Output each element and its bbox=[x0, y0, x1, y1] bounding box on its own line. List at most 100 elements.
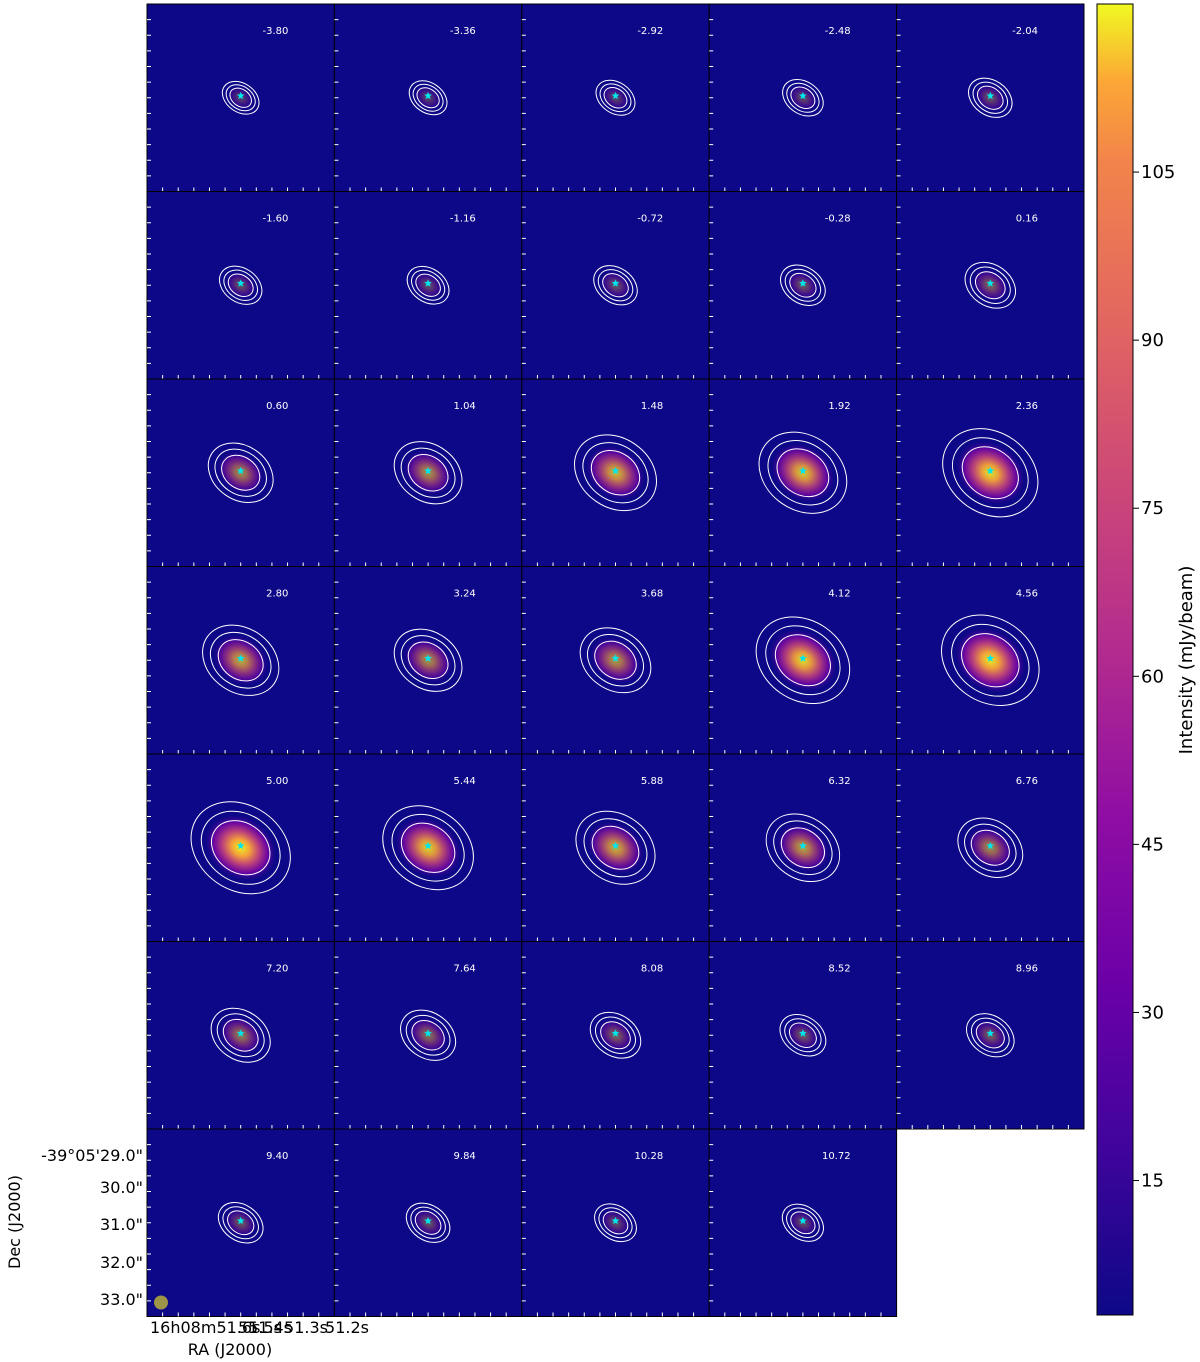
contour bbox=[595, 79, 636, 116]
contour bbox=[594, 640, 637, 680]
velocity-label: 3.24 bbox=[454, 589, 476, 600]
channel-panel: 1.04 bbox=[333, 378, 523, 567]
contour bbox=[961, 633, 1020, 688]
contour bbox=[207, 442, 274, 503]
channel-panel: 8.96 bbox=[896, 941, 1085, 1130]
star-marker bbox=[986, 841, 995, 850]
star-marker bbox=[799, 1029, 807, 1037]
channel-panel: 10.72 bbox=[708, 1128, 898, 1317]
contour bbox=[211, 820, 271, 876]
contour bbox=[788, 1022, 817, 1048]
star-marker bbox=[424, 279, 432, 287]
velocity-label: 4.12 bbox=[828, 589, 850, 600]
star-marker bbox=[799, 1216, 807, 1225]
y-tick-label: 32.0" bbox=[100, 1253, 143, 1272]
contour bbox=[974, 271, 1006, 300]
contour bbox=[957, 817, 1024, 878]
channel-panel: -1.60 bbox=[146, 191, 335, 380]
contour bbox=[966, 1013, 1015, 1058]
contour bbox=[416, 87, 440, 109]
velocity-label: 3.68 bbox=[641, 589, 663, 600]
channel-panel: -3.36 bbox=[333, 3, 523, 192]
contour bbox=[968, 77, 1013, 118]
colorbar-tick-label: 45 bbox=[1141, 834, 1164, 855]
channel-panel: -0.72 bbox=[521, 191, 710, 380]
contour bbox=[784, 268, 822, 302]
star-marker bbox=[799, 841, 807, 850]
contour bbox=[594, 1203, 637, 1243]
contour bbox=[414, 1210, 442, 1235]
contour bbox=[951, 623, 1030, 697]
star-marker bbox=[611, 466, 620, 475]
velocity-label: 9.84 bbox=[454, 1151, 476, 1162]
y-tick-label: 31.0" bbox=[100, 1215, 143, 1234]
y-axis-title: Dec (J2000) bbox=[5, 1175, 24, 1269]
velocity-label: 7.64 bbox=[454, 964, 476, 975]
contour bbox=[229, 87, 252, 108]
contour bbox=[400, 447, 456, 498]
contour bbox=[582, 442, 649, 504]
star-marker bbox=[799, 279, 807, 287]
velocity-label: 1.92 bbox=[828, 401, 850, 412]
contour bbox=[214, 448, 267, 497]
star-marker bbox=[986, 654, 995, 662]
channel-panel: 7.20 bbox=[146, 941, 335, 1130]
y-tick-label: 30.0" bbox=[100, 1178, 143, 1197]
contour bbox=[217, 1202, 264, 1244]
contour bbox=[223, 269, 259, 301]
star-marker bbox=[236, 91, 245, 100]
contour bbox=[776, 448, 830, 498]
star-marker bbox=[799, 91, 807, 100]
channel-panel: 10.28 bbox=[521, 1128, 710, 1317]
contour bbox=[779, 1013, 827, 1057]
star-marker bbox=[236, 466, 245, 475]
contour bbox=[602, 273, 629, 298]
contour bbox=[209, 631, 272, 689]
contour bbox=[975, 1022, 1005, 1049]
channel-panel: 6.76 bbox=[896, 753, 1085, 942]
star-marker bbox=[424, 466, 432, 475]
x-tick-label: 51.4s bbox=[248, 1318, 292, 1337]
contour bbox=[602, 1211, 629, 1235]
velocity-label: -1.60 bbox=[263, 214, 289, 225]
channel-panel: 1.92 bbox=[708, 378, 898, 567]
contour bbox=[593, 265, 638, 306]
x-axis: 16h08m51.6s 51.5s 51.4s 51.3s 51.2s RA (… bbox=[150, 1318, 369, 1359]
contour bbox=[765, 625, 841, 696]
contour bbox=[400, 822, 456, 873]
contour bbox=[407, 641, 449, 680]
contour bbox=[755, 616, 851, 705]
velocity-label: 10.72 bbox=[822, 1151, 851, 1162]
star-marker bbox=[236, 1029, 245, 1037]
velocity-label: 2.80 bbox=[266, 589, 288, 600]
star-marker bbox=[611, 1029, 620, 1037]
velocity-label: 8.96 bbox=[1016, 964, 1038, 975]
contour bbox=[972, 81, 1009, 114]
contour bbox=[382, 805, 474, 891]
contour bbox=[789, 272, 817, 298]
contour bbox=[391, 813, 465, 882]
contour bbox=[225, 84, 256, 112]
colorbar-gradient bbox=[1096, 3, 1134, 1316]
contour bbox=[780, 827, 825, 869]
contour bbox=[599, 83, 632, 113]
velocity-label: -3.36 bbox=[450, 26, 476, 37]
contour bbox=[227, 273, 254, 298]
velocity-label: -2.92 bbox=[637, 26, 663, 37]
contour bbox=[961, 446, 1019, 500]
contour bbox=[594, 1016, 637, 1054]
star-marker bbox=[611, 1216, 620, 1225]
contour bbox=[780, 264, 826, 306]
contour bbox=[583, 818, 648, 878]
velocity-label: 9.40 bbox=[266, 1151, 288, 1162]
channel-panel: 0.60 bbox=[146, 378, 335, 567]
contour bbox=[942, 428, 1039, 518]
contour bbox=[784, 1018, 822, 1053]
contour bbox=[190, 801, 291, 895]
contour bbox=[603, 86, 628, 109]
star-marker bbox=[986, 91, 995, 100]
contour bbox=[587, 633, 644, 687]
velocity-label: 10.28 bbox=[635, 1151, 664, 1162]
contour bbox=[597, 269, 634, 302]
velocity-label: -1.16 bbox=[450, 214, 476, 225]
